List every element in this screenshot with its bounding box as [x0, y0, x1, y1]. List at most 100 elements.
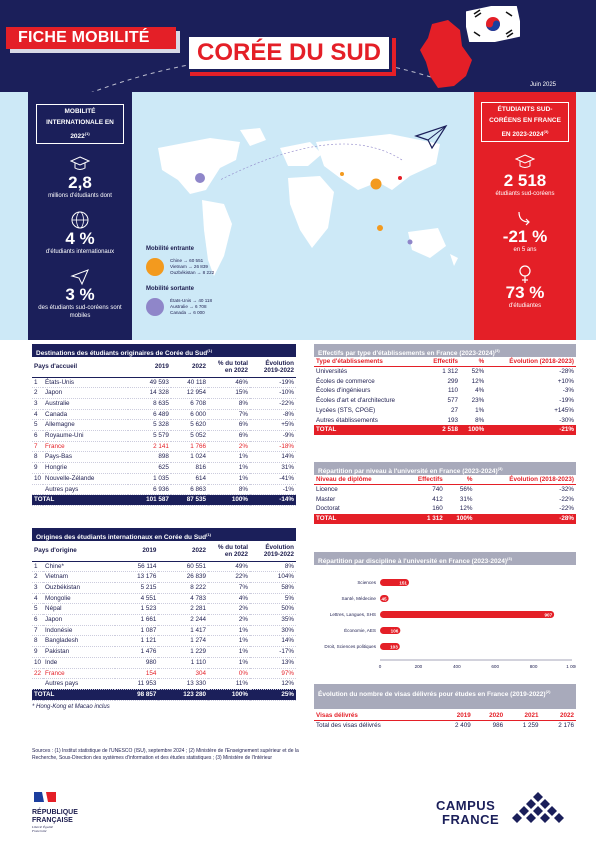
legend-incoming-2: Vietnam → 26 839 [170, 264, 208, 269]
vietnam-dot [377, 225, 383, 231]
category-label: Droit, Sciences politiques [324, 644, 376, 649]
x-tick-label: 600 [491, 664, 499, 669]
origins-title: Origines des étudiants internationaux en… [32, 528, 296, 541]
table-row: 22 France 154 304 0% 97% [32, 668, 296, 680]
table-row: 4 Canada 6 489 6 000 7% -8% [32, 409, 296, 421]
female-share: 73 % [505, 283, 545, 303]
table-row: 10 Nouvelle-Zélande 1 035 614 1% -41% [32, 473, 296, 485]
graduation-cap-icon [70, 156, 90, 171]
col-header: 2019 [437, 711, 473, 721]
category-label: Santé, Médecine [342, 596, 377, 601]
col-header: Type d'établissements [314, 357, 423, 367]
legend-incoming-3: Ouzbékistan → 8 222 [170, 270, 215, 275]
col-header: 2022 [540, 711, 576, 721]
down-arrow-icon [518, 212, 530, 226]
table-row: 3 Australie 8 635 6 708 8% -22% [32, 398, 296, 410]
five-year-change-label: en 5 ans [513, 247, 537, 254]
col-header: % du total en 2022 [208, 541, 250, 562]
australia-dot [407, 239, 413, 245]
international-share: 4 % [65, 229, 95, 249]
fiche-title: FICHE MOBILITÉ [6, 27, 176, 49]
campus-france-diamonds-icon [512, 792, 564, 823]
col-header: % [460, 357, 487, 367]
legend-outgoing-3: Canada → 6 000 [170, 310, 205, 315]
sources-text: Sources : (1) Institut statistique de l'… [32, 748, 299, 761]
legend-incoming-dot [146, 258, 164, 276]
discipline-section: Répartition par discipline à l'universit… [314, 552, 576, 565]
establishments-title: Effectifs par type d'établissements en F… [314, 344, 576, 357]
table-row: Écoles d'art et d'architecture 577 23% -19% [316, 397, 574, 405]
col-header: Évolution 2019-2022 [250, 357, 296, 378]
table-row: Lycées (STS, CPGE) 27 1% +145% [316, 406, 574, 414]
table-row: Universités 1 312 52% -28% [316, 368, 574, 375]
origins-footnote: * Hong-Kong et Macao inclus [32, 704, 110, 710]
table-row: Autres pays 6 936 6 863 8% -1% [32, 484, 296, 496]
table-row: 8 Pays-Bas 898 1 024 1% 14% [32, 451, 296, 464]
country-title-box: CORÉE DU SUD [186, 34, 392, 72]
col-header: Pays d'accueil [32, 357, 129, 378]
x-tick-label: 0 [379, 664, 382, 669]
total-row: TOTAL 101 587 87 535 100% -14% [32, 494, 296, 506]
table-row: 10 Inde 980 1 110 1% 13% [32, 657, 296, 669]
globe-icon [71, 211, 89, 229]
table-row: Écoles d'ingénieurs 110 4% -3% [316, 387, 574, 395]
col-header: 2019 [115, 541, 159, 562]
marianne-icon [32, 790, 58, 804]
students-count-label: millions d'étudiants dont [48, 193, 112, 200]
students-in-france-panel: ÉTUDIANTS SUD-CORÉENS EN FRANCE EN 2023-… [474, 92, 576, 340]
table-row: 4 Mongolie 4 551 4 783 4% 5% [32, 593, 296, 605]
establishments-table: Type d'établissements Effectifs % Évolut… [314, 357, 576, 435]
destinations-title: Destinations des étudiants originaires d… [32, 344, 296, 357]
discipline-title: Répartition par discipline à l'universit… [314, 552, 576, 565]
korea-flag-icon [466, 6, 520, 42]
total-row: TOTAL 1 312 100% -28% [314, 514, 576, 524]
table-row: 6 Japon 1 661 2 244 2% 35% [32, 614, 296, 626]
table-row: 8 Bangladesh 1 121 1 274 1% 14% [32, 635, 296, 648]
table-row: Doctorat 160 12% -22% [316, 505, 574, 513]
campus-france-logo: CAMPUS FRANCE [436, 790, 566, 830]
legend-incoming-title: Mobilité entrante [146, 246, 195, 252]
bar [380, 643, 400, 650]
x-tick-label: 200 [415, 664, 423, 669]
table-row: 7 France 2 141 1 766 2% -18% [32, 441, 296, 453]
table-row: Master 412 31% -22% [316, 495, 574, 503]
col-header: 2020 [472, 711, 506, 721]
table-row: 5 Népal 1 523 2 281 2% 50% [32, 603, 296, 616]
china-dot [370, 178, 382, 190]
origins-table: Pays d'origine 2019 2022 % du total en 2… [32, 541, 296, 701]
publication-date: Juin 2025 [530, 82, 557, 88]
bar [380, 611, 555, 618]
bar-value-label: 106 [391, 628, 399, 633]
bar-value-label: 151 [399, 580, 407, 585]
table-row: 1 États-Unis 49 593 40 118 46% -19% [32, 377, 296, 389]
bar [380, 627, 401, 634]
legend-outgoing-title: Mobilité sortante [146, 286, 195, 292]
category-label: Lettres, Langues, SHS [330, 612, 376, 617]
col-header: Effectifs [422, 357, 461, 367]
international-share-label: d'étudiants internationaux [45, 249, 115, 256]
world-map [158, 128, 458, 276]
table-row: Autres pays 11 953 13 330 11% 12% [32, 678, 296, 690]
mobile-share: 3 % [65, 285, 95, 305]
table-row: Écoles de commerce 299 12% +10% [316, 377, 574, 385]
students-count: 2,8 [68, 173, 92, 193]
col-header: Pays d'origine [32, 541, 116, 562]
total-row: TOTAL 98 857 123 280 100% 25% [32, 689, 296, 701]
category-label: Sciences [357, 580, 376, 585]
col-header: Effectifs [402, 475, 445, 485]
level-title: Répartition par niveau à l'université en… [314, 462, 576, 475]
table-row: 6 Royaume-Uni 5 579 5 052 6% -9% [32, 430, 296, 442]
x-tick-label: 1 000 [566, 664, 576, 669]
graduation-cap-icon [515, 154, 535, 169]
table-row: 9 Pakistan 1 476 1 229 1% -17% [32, 646, 296, 658]
total-row: TOTAL 2 518 100% -21% [314, 425, 576, 435]
table-row: 2 Vietnam 13 176 26 839 22% 104% [32, 571, 296, 583]
mobility-panel-title: MOBILITÉ INTERNATIONALE EN 2022(1) [36, 104, 124, 145]
plane-icon [70, 269, 89, 286]
col-header: Évolution 2019-2022 [250, 541, 296, 562]
table-row: 2 Japon 14 328 12 954 15% -10% [32, 387, 296, 399]
female-icon [519, 265, 531, 284]
establishments-section: Effectifs par type d'établissements en F… [314, 344, 576, 435]
korean-students-label: étudiants sud-coréens [495, 191, 555, 198]
korea-map-icon [420, 20, 472, 88]
